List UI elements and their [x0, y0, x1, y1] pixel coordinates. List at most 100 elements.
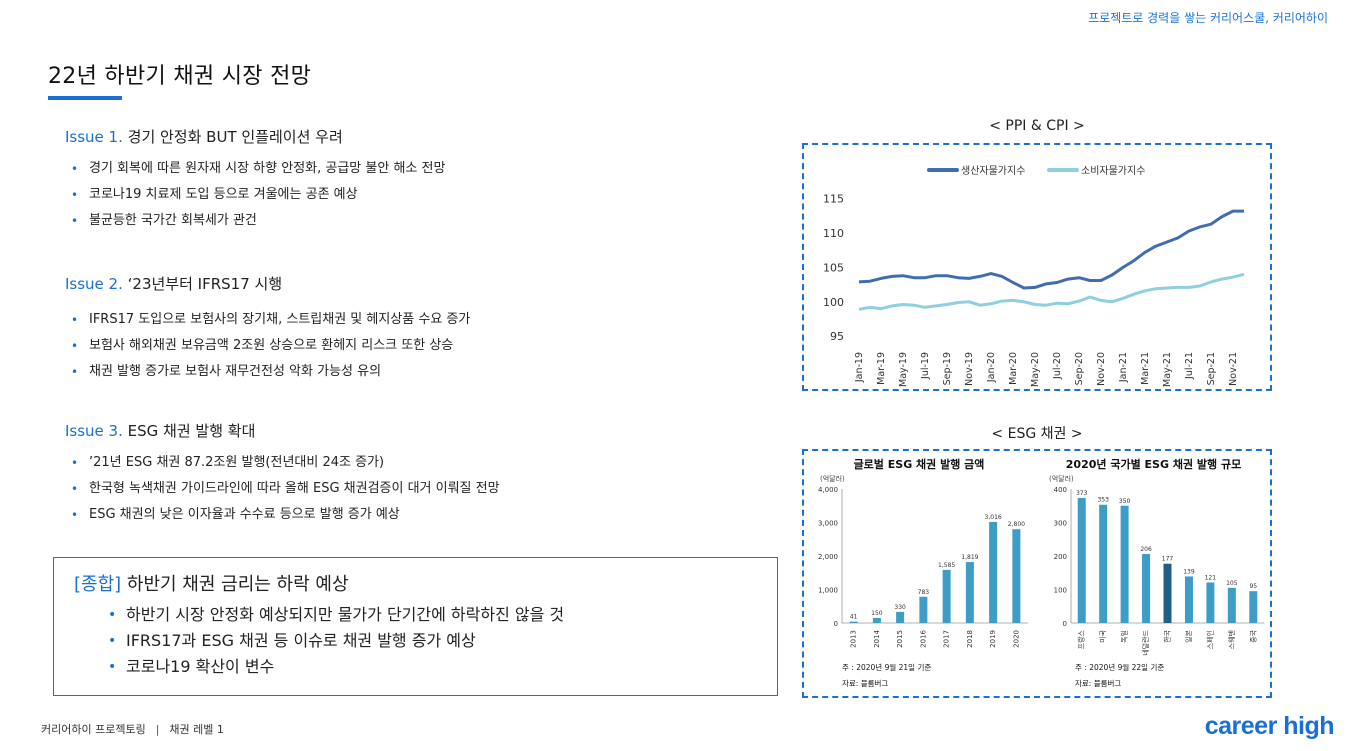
x-tick-label: Mar-20 [1008, 352, 1019, 385]
bar [872, 617, 881, 623]
bar [919, 596, 928, 623]
bar-value-label: 2,800 [1008, 521, 1025, 528]
x-tick-label: May-21 [1162, 352, 1173, 387]
summary-heading: [종합] 하반기 채권 금리는 하락 예상 [74, 570, 777, 596]
bar-value-label: 41 [850, 614, 858, 621]
bar-value-label: 150 [871, 610, 883, 617]
x-tick-label: 2015 [896, 630, 904, 648]
chart-note: 주 : 2020년 9월 22일 기준 [1075, 662, 1164, 672]
chart-source: 자료: 블룸버그 [842, 678, 888, 688]
summary-tag: [종합] [74, 574, 122, 595]
bar [1142, 553, 1151, 623]
legend-label: 소비자물가지수 [1081, 165, 1145, 177]
summary-bullet: 코로나19 확산이 변수 [108, 654, 777, 680]
bar [1227, 587, 1236, 623]
issue-title: ESG 채권 발행 확대 [122, 422, 256, 440]
bar-chart-unit: (억달러) [820, 474, 845, 483]
y-tick-label: 95 [830, 330, 844, 343]
summary-bullet: IFRS17과 ESG 채권 등 이슈로 채권 발행 증가 예상 [108, 628, 777, 654]
x-tick-label: 미국 [1098, 629, 1107, 642]
bar-value-label: 206 [1140, 546, 1152, 553]
bar [1012, 529, 1021, 623]
bar-value-label: 350 [1119, 498, 1131, 505]
bar-chart-unit: (억달러) [1049, 474, 1074, 483]
bullet-item: ’21년 ESG 채권 87.2조원 발행(전년대비 24조 증가) [71, 453, 500, 479]
ppi-cpi-caption: < PPI & CPI > [989, 118, 1085, 134]
bar [989, 521, 998, 623]
ppi-series-line [858, 209, 1244, 290]
issue-bullets: 경기 회복에 따른 원자재 시장 하향 안정화, 공급망 불안 해소 전망 코로… [65, 159, 445, 237]
x-tick-label: Mar-19 [876, 352, 887, 385]
cpi-series-line [858, 272, 1245, 311]
issue-bullets: IFRS17 도입으로 보험사의 장기채, 스트립채권 및 헤지상품 수요 증가… [65, 310, 470, 388]
x-tick-label: 2018 [966, 630, 974, 648]
title-underline [48, 96, 122, 100]
bullet-item: IFRS17 도입으로 보험사의 장기채, 스트립채권 및 헤지상품 수요 증가 [71, 310, 470, 336]
issue-3: Issue 3. ESG 채권 발행 확대 ’21년 ESG 채권 87.2조원… [65, 420, 500, 531]
x-tick-label: Jul-19 [920, 352, 931, 380]
brand-logo: career high [1204, 712, 1335, 740]
x-tick-label: 한국 [1164, 629, 1172, 642]
issue-heading: Issue 1. 경기 안정화 BUT 인플레이션 우려 [65, 126, 445, 147]
chart-source: 자료: 블룸버그 [1075, 678, 1121, 688]
x-tick-label: Nov-21 [1228, 352, 1239, 386]
bar [849, 621, 858, 623]
bullet-item: 코로나19 치료제 도입 등으로 겨울에는 공존 예상 [71, 185, 445, 211]
footer-program-name: 커리어하이 프로젝토링 [41, 723, 146, 736]
x-tick-label: May-19 [898, 352, 909, 387]
y-tick-label: 2,000 [818, 553, 838, 561]
page-title: 22년 하반기 채권 시장 전망 [48, 64, 312, 89]
x-tick-label: Mar-21 [1140, 352, 1151, 385]
bar-value-label: 3,016 [985, 514, 1002, 521]
footer-program: 커리어하이 프로젝토링 | 채권 레벨 1 [41, 721, 224, 737]
legend-label: 생산자물가지수 [961, 165, 1025, 177]
issue-number: Issue 3. [65, 422, 123, 440]
bar-value-label: 373 [1076, 490, 1088, 497]
footer-level: 채권 레벨 1 [169, 723, 224, 736]
esg-bar-charts: 글로벌 ESG 채권 발행 금액 (억달러) 0 1,000 2,000 3,000 4,0… [818, 457, 1264, 688]
issue-heading: Issue 2. ‘23년부터 IFRS17 시행 [65, 273, 470, 294]
x-tick-label: Sep-21 [1206, 352, 1217, 385]
footer-separator: | [155, 723, 160, 736]
y-tick-label: 0 [834, 620, 838, 628]
x-tick-label: Jul-21 [1184, 352, 1195, 380]
bar [965, 562, 974, 623]
y-tick-label: 300 [1054, 520, 1067, 528]
y-tick-label: 3,000 [818, 520, 838, 528]
summary-box: [종합] 하반기 채권 금리는 하락 예상 하반기 시장 안정화 예상되지만 물… [53, 557, 778, 696]
x-tick-label: Jan-19 [854, 352, 865, 383]
x-tick-label: May-20 [1030, 352, 1041, 387]
issue-2: Issue 2. ‘23년부터 IFRS17 시행 IFRS17 도입으로 보험… [65, 273, 470, 388]
y-tick-label: 110 [823, 227, 844, 240]
x-tick-label: 2013 [850, 630, 858, 648]
bar [1184, 576, 1193, 623]
y-tick-label: 400 [1054, 486, 1067, 494]
bullet-item: 보험사 해외채권 보유금액 2조원 상승으로 환헤지 리스크 또한 상승 [71, 336, 470, 362]
y-tick-label: 100 [823, 296, 844, 309]
esg-chart-frame: 글로벌 ESG 채권 발행 금액 (억달러) 0 1,000 2,000 3,000 4,0… [802, 449, 1272, 698]
bar [1099, 504, 1108, 623]
bar [942, 569, 951, 623]
bar [1206, 582, 1215, 623]
x-tick-label: 네덜란드 [1141, 629, 1150, 655]
x-tick-label: 일본 [1184, 629, 1193, 642]
issue-number: Issue 1. [65, 128, 123, 146]
y-tick-label: 0 [1063, 620, 1067, 628]
bullet-item: 채권 발행 증가로 보험사 재무건전성 악화 가능성 유의 [71, 362, 470, 388]
x-tick-label: 중국 [1249, 629, 1257, 642]
bar-value-label: 105 [1226, 580, 1238, 587]
bar-value-label: 330 [894, 604, 906, 611]
bar-value-label: 353 [1097, 497, 1109, 504]
bar-value-label: 95 [1249, 583, 1257, 590]
chart-note: 주 : 2020년 9월 21일 기준 [842, 662, 931, 672]
bar-value-label: 177 [1162, 556, 1174, 563]
y-tick-label: 105 [823, 261, 844, 274]
x-tick-label: 프랑스 [1078, 629, 1086, 649]
esg-caption: < ESG 채권 > [991, 426, 1083, 442]
header-tagline: 프로젝트로 경력을 쌓는 커리어스쿨, 커리어하이 [1088, 11, 1328, 25]
x-tick-label: Sep-19 [942, 352, 953, 385]
bar-chart-title: 글로벌 ESG 채권 발행 금액 [854, 457, 985, 471]
issue-title: ‘23년부터 IFRS17 시행 [122, 275, 283, 293]
bar-value-label: 1,819 [961, 554, 978, 561]
x-tick-label: 2014 [873, 629, 881, 647]
